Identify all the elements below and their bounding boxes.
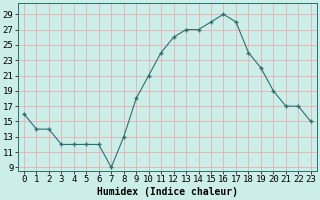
X-axis label: Humidex (Indice chaleur): Humidex (Indice chaleur) (97, 187, 238, 197)
